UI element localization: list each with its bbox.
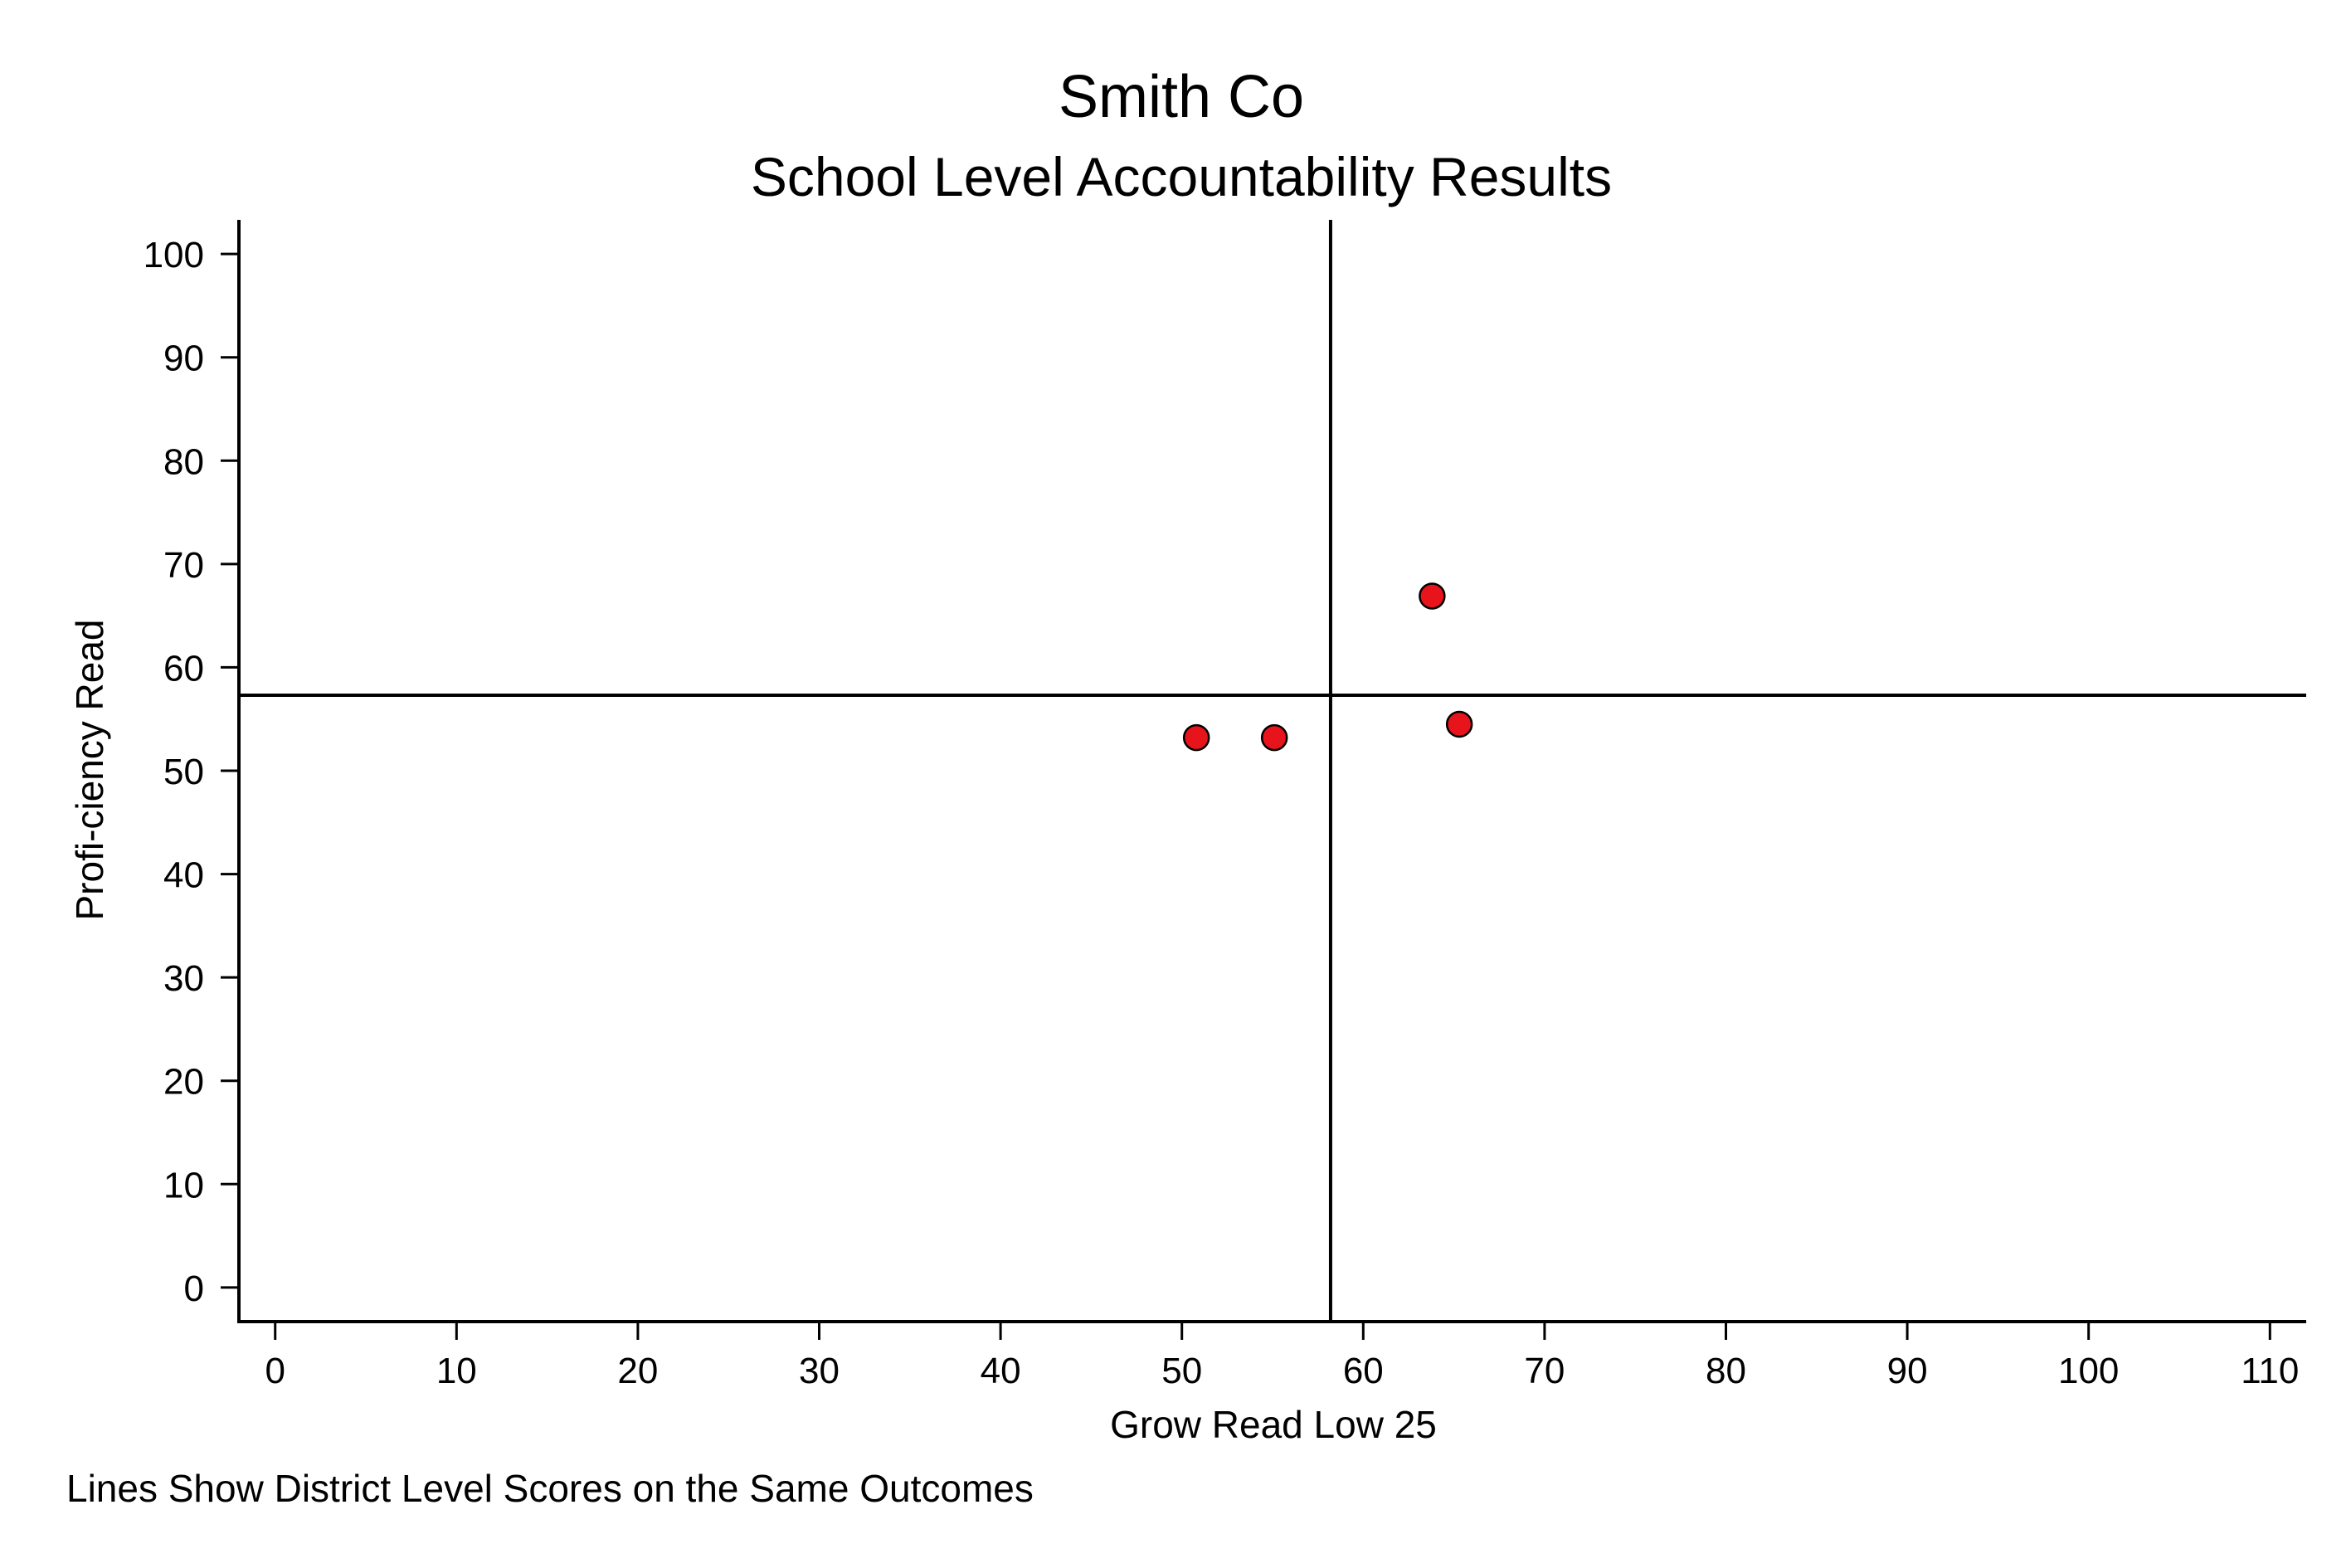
y-tick-label: 90: [163, 338, 204, 379]
y-tick-label: 80: [163, 441, 204, 482]
y-tick-label: 60: [163, 648, 204, 689]
x-tick-label: 0: [265, 1351, 285, 1391]
data-point: [1260, 723, 1288, 752]
data-point: [1445, 710, 1473, 738]
y-axis-label: Profi-ciency Read: [68, 619, 111, 920]
y-tick-label: 100: [144, 235, 204, 275]
x-tick-label: 10: [436, 1351, 477, 1391]
data-point: [1182, 723, 1210, 752]
data-points: [1182, 582, 1473, 752]
data-point: [1419, 582, 1446, 610]
x-axis-ticks: 0 10 20 30 40 50 60 70 80 90 100 110: [265, 1322, 2299, 1391]
chart-subtitle: School Level Accountability Results: [751, 146, 1612, 207]
x-tick-label: 80: [1706, 1351, 1746, 1391]
y-axis-ticks: 0 10 20 30 40 50 60 70 80 90 100: [144, 235, 239, 1309]
chart-note: Lines Show District Level Scores on the …: [66, 1467, 1034, 1510]
x-tick-label: 110: [2241, 1351, 2299, 1391]
x-tick-label: 30: [799, 1351, 840, 1391]
y-tick-label: 30: [163, 958, 204, 999]
y-tick-label: 40: [163, 855, 204, 896]
chart-title: Smith Co: [1059, 64, 1304, 130]
x-tick-label: 100: [2058, 1351, 2119, 1391]
y-tick-label: 20: [163, 1062, 204, 1103]
x-tick-label: 20: [617, 1351, 658, 1391]
axes: [237, 220, 2306, 1323]
y-tick-label: 50: [163, 752, 204, 792]
reference-lines: [239, 220, 2306, 1322]
x-tick-label: 60: [1343, 1351, 1384, 1391]
y-tick-label: 10: [163, 1165, 204, 1205]
x-tick-label: 70: [1524, 1351, 1565, 1391]
y-tick-label: 70: [163, 545, 204, 586]
x-tick-label: 50: [1161, 1351, 1202, 1391]
x-tick-label: 40: [981, 1351, 1021, 1391]
x-axis-label: Grow Read Low 25: [1110, 1403, 1437, 1446]
x-tick-label: 90: [1887, 1351, 1928, 1391]
y-tick-label: 0: [184, 1269, 204, 1309]
